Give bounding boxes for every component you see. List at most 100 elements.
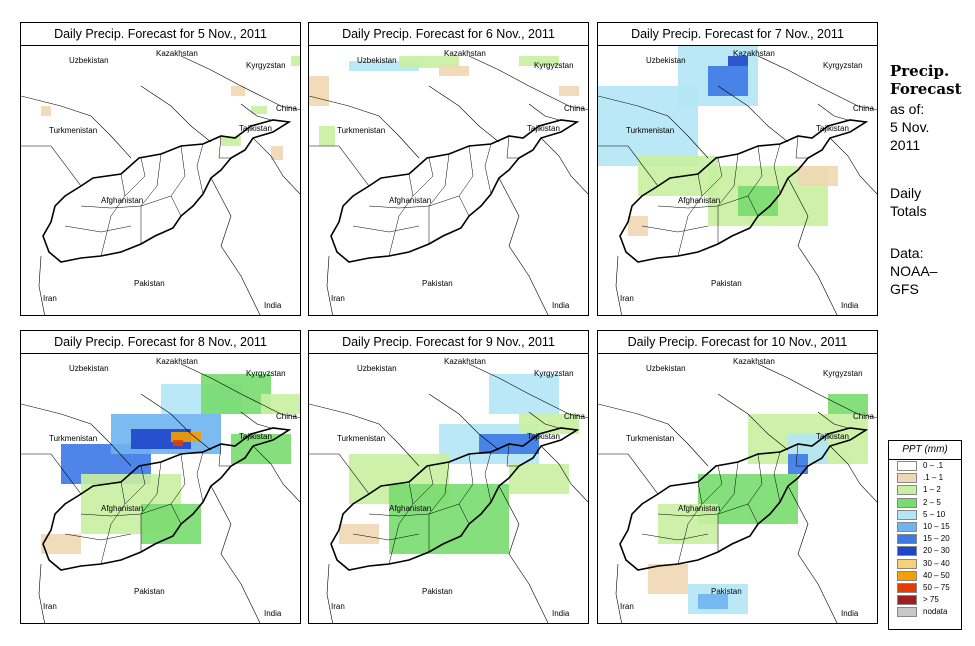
precip-cell — [708, 66, 748, 96]
as-of-date: 5 Nov. — [890, 119, 930, 135]
country-label-kazakhstan: Kazakhstan — [444, 357, 486, 366]
precip-cell — [319, 126, 335, 146]
legend-label: .1 – 1 — [923, 473, 944, 483]
country-label-turkmenistan: Turkmenistan — [626, 434, 674, 443]
precip-cell — [698, 594, 728, 609]
province-border — [458, 145, 474, 217]
country-label-pakistan: Pakistan — [711, 279, 742, 288]
province-border — [747, 145, 763, 217]
precip-cell — [41, 534, 81, 554]
province-border — [773, 451, 781, 503]
country-label-india: India — [552, 301, 570, 310]
legend-rows: 0 – .1 .1 – 1 1 – 2 2 – 5 5 – 10 10 – 15 15 – … — [889, 460, 961, 618]
country-border — [140, 85, 212, 143]
province-border — [100, 173, 126, 257]
precip-cell — [231, 434, 291, 464]
panel-title: Daily Precip. Forecast for 8 Nov., 2011 — [21, 331, 300, 354]
precip-cell — [171, 432, 201, 442]
province-border — [701, 157, 723, 197]
province-border — [368, 195, 460, 209]
country-label-kyrgyzstan: Kyrgyzstan — [246, 369, 286, 378]
country-label-afghanistan: Afghanistan — [678, 196, 720, 205]
country-border — [717, 393, 789, 451]
source-name-2: GFS — [890, 281, 919, 297]
province-border — [506, 135, 519, 159]
country-label-kyrgyzstan: Kyrgyzstan — [823, 369, 863, 378]
province-border — [412, 157, 434, 197]
legend-item: 30 – 40 — [889, 558, 961, 570]
country-border — [428, 85, 500, 143]
precip-cell — [349, 61, 419, 71]
afghanistan-outline — [619, 427, 869, 571]
precip-map: Kazakhstan Uzbekistan Kyrgyzstan China Turkm… — [598, 357, 877, 623]
precip-cell — [489, 374, 559, 414]
country-label-kazakhstan: Kazakhstan — [733, 49, 775, 58]
province-border — [80, 503, 172, 517]
legend-label: 5 – 10 — [923, 509, 946, 519]
legend-swatch — [897, 534, 917, 545]
country-label-tajikistan: Tajikistan — [816, 432, 849, 441]
province-border — [80, 195, 172, 209]
legend-swatch — [897, 607, 917, 618]
afghanistan-outline — [330, 427, 580, 571]
country-border — [498, 177, 549, 315]
country-border — [598, 403, 709, 467]
country-label-afghanistan: Afghanistan — [678, 504, 720, 513]
country-border — [240, 411, 272, 429]
legend-swatch — [897, 546, 917, 557]
legend-item: 5 – 10 — [889, 509, 961, 521]
country-border — [309, 145, 370, 187]
country-label-uzbekistan: Uzbekistan — [357, 56, 397, 65]
country-border — [540, 137, 588, 195]
country-label-afghanistan: Afghanistan — [101, 196, 143, 205]
precip-cell — [519, 56, 559, 66]
province-border — [196, 143, 204, 195]
province-border — [717, 461, 739, 552]
totals-label: Totals — [890, 203, 927, 219]
precip-cell — [788, 454, 808, 474]
country-label-tajikistan: Tajikistan — [816, 124, 849, 133]
precip-cell — [439, 66, 469, 76]
country-border — [817, 411, 849, 429]
legend-swatch — [897, 485, 917, 496]
legend-label: 20 – 30 — [923, 546, 950, 556]
precip-map: Kazakhstan Uzbekistan Kyrgyzstan China Turkm… — [598, 46, 877, 315]
precip-cell — [221, 136, 241, 146]
country-label-iran: Iran — [43, 602, 57, 611]
country-border — [326, 255, 333, 315]
country-label-turkmenistan: Turkmenistan — [626, 126, 674, 135]
country-label-india: India — [264, 301, 282, 310]
country-label-iran: Iran — [43, 294, 57, 303]
province-border — [64, 225, 132, 233]
precip-cell — [261, 394, 300, 414]
legend-label: 0 – .1 — [923, 461, 944, 471]
country-border — [817, 103, 849, 121]
forecast-panel-2: Daily Precip. Forecast for 6 Nov., 2011 K… — [308, 22, 589, 316]
country-label-turkmenistan: Turkmenistan — [49, 434, 97, 443]
legend-label: 50 – 75 — [923, 582, 950, 592]
country-border — [252, 137, 300, 195]
province-border — [64, 533, 132, 541]
precip-cell — [638, 156, 718, 196]
country-label-china: China — [276, 104, 297, 113]
country-label-turkmenistan: Turkmenistan — [337, 126, 385, 135]
province-border — [428, 153, 450, 244]
country-border — [598, 453, 659, 495]
province-border — [795, 135, 808, 159]
country-border — [180, 55, 300, 110]
legend-item: nodata — [889, 606, 961, 618]
country-border — [829, 137, 877, 195]
forecast-panel-1: Daily Precip. Forecast for 5 Nov., 2011 K… — [20, 22, 301, 316]
precip-cell — [559, 86, 579, 96]
legend-item: 2 – 5 — [889, 497, 961, 509]
province-border — [484, 451, 492, 503]
legend-label: 30 – 40 — [923, 558, 950, 568]
country-border — [38, 255, 45, 315]
province-border — [641, 225, 709, 233]
as-of-block: as of: 5 Nov. 2011 — [890, 100, 929, 154]
forecast-panel-5: Daily Precip. Forecast for 9 Nov., 2011 K… — [308, 330, 589, 624]
country-label-turkmenistan: Turkmenistan — [337, 434, 385, 443]
as-of-year: 2011 — [890, 137, 921, 153]
precip-map: Kazakhstan Uzbekistan Kyrgyzstan China Turkm… — [309, 49, 588, 315]
country-border — [615, 563, 622, 623]
